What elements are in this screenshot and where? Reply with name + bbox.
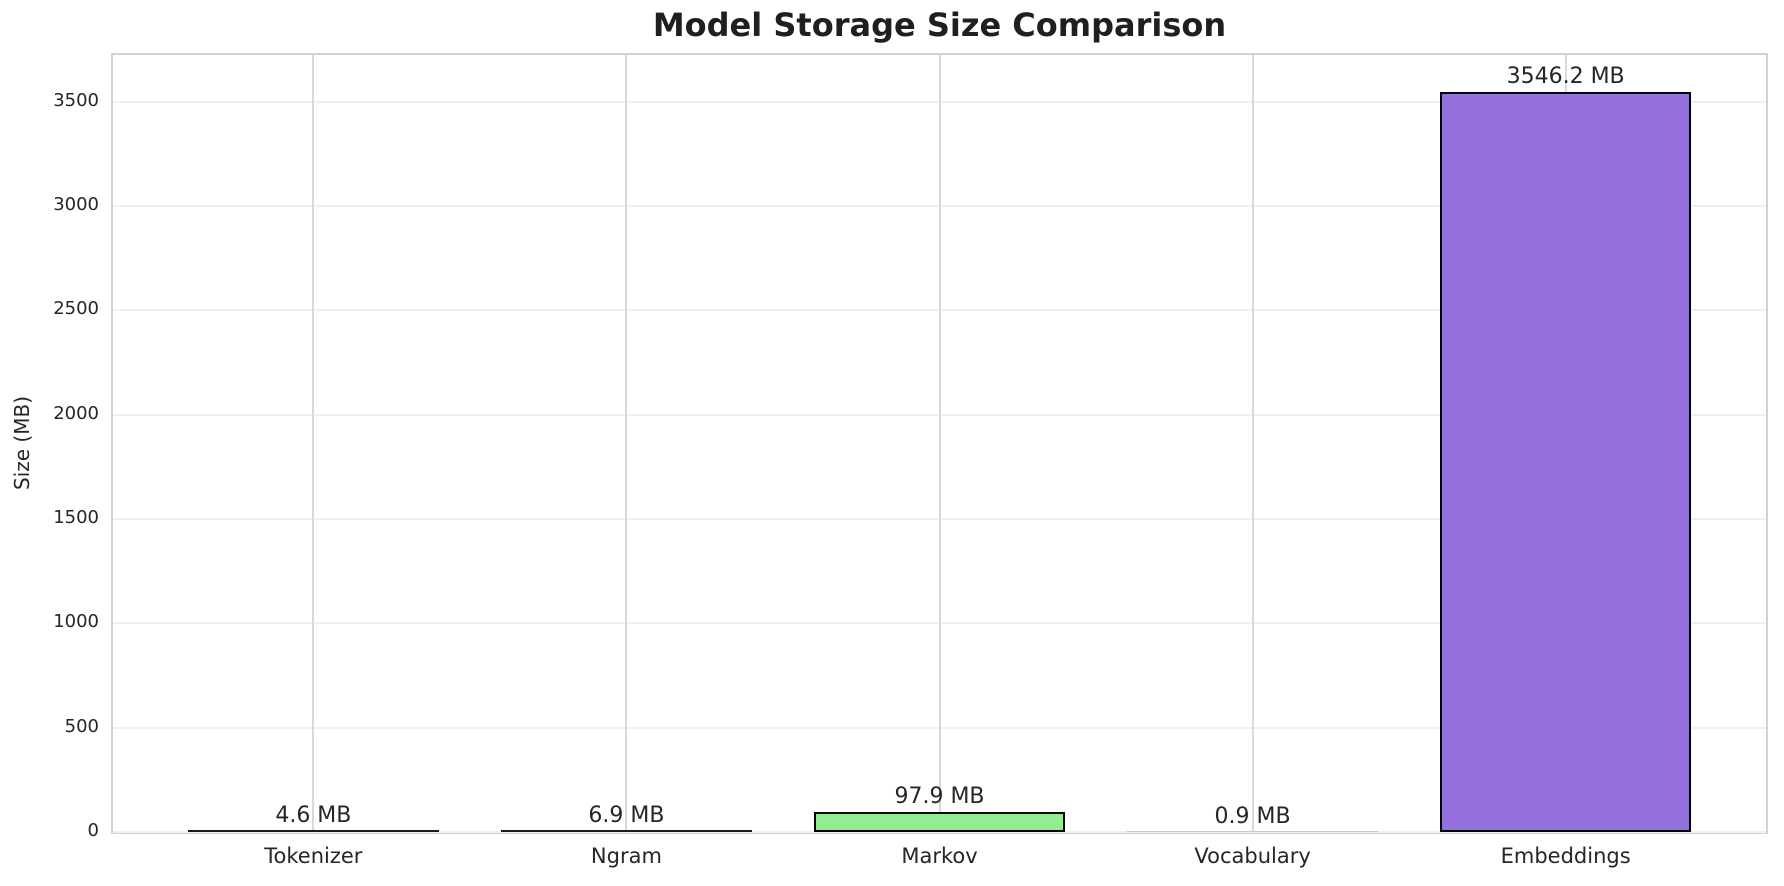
bar-value-label: 0.9 MB xyxy=(1214,804,1291,829)
v-gridline xyxy=(1251,55,1254,832)
y-tick-label: 3500 xyxy=(53,89,99,111)
y-tick-label: 2500 xyxy=(53,298,99,320)
v-gridline xyxy=(625,55,628,832)
y-tick-label: 500 xyxy=(64,715,99,737)
x-tick-label: Tokenizer xyxy=(264,844,363,868)
x-tick-label: Embeddings xyxy=(1500,844,1631,868)
chart-title: Model Storage Size Comparison xyxy=(652,6,1227,44)
bar-value-label: 4.6 MB xyxy=(275,803,352,828)
y-tick-label: 1000 xyxy=(53,611,99,633)
v-gridline xyxy=(312,55,315,832)
bar-ngram xyxy=(501,830,752,832)
plot-area: 0 500 1000 1500 2000 2500 3000 3500 4.6 MB Tokeni… xyxy=(53,53,1768,868)
x-tick-label: Markov xyxy=(901,844,978,868)
bar-embeddings xyxy=(1440,92,1691,832)
bar-tokenizer xyxy=(188,830,439,832)
v-gridline xyxy=(938,55,941,832)
bar-markov xyxy=(814,812,1065,832)
y-tick-label: 2000 xyxy=(53,402,99,424)
bar-vocabulary xyxy=(1127,831,1378,832)
bar-value-label: 97.9 MB xyxy=(894,784,985,809)
x-tick-label: Ngram xyxy=(590,844,662,868)
bar-value-label: 6.9 MB xyxy=(588,803,665,828)
y-tick-label: 1500 xyxy=(53,506,99,528)
y-tick-label: 0 xyxy=(87,820,99,841)
bar-value-label: 3546.2 MB xyxy=(1506,64,1625,89)
y-tick-label: 3000 xyxy=(53,193,99,215)
x-tick-label: Vocabulary xyxy=(1194,844,1311,868)
h-gridline xyxy=(113,831,1766,833)
